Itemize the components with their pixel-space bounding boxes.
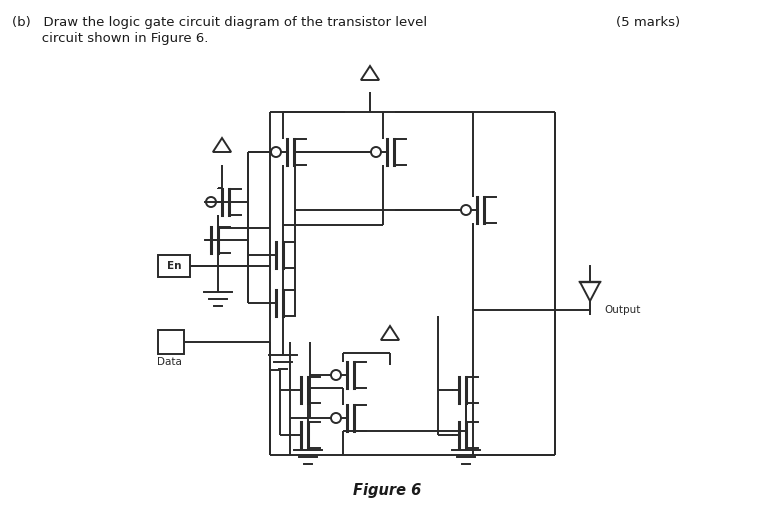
Text: Data: Data [157,357,181,367]
Text: circuit shown in Figure 6.: circuit shown in Figure 6. [12,32,208,45]
Bar [158,330,184,354]
Text: (b)   Draw the logic gate circuit diagram of the transistor level: (b) Draw the logic gate circuit diagram … [12,16,427,29]
Text: En: En [167,261,181,271]
Text: Figure 6: Figure 6 [353,483,421,497]
Text: Output: Output [604,305,640,315]
Bar [158,255,190,277]
Text: (5 marks): (5 marks) [616,16,680,29]
